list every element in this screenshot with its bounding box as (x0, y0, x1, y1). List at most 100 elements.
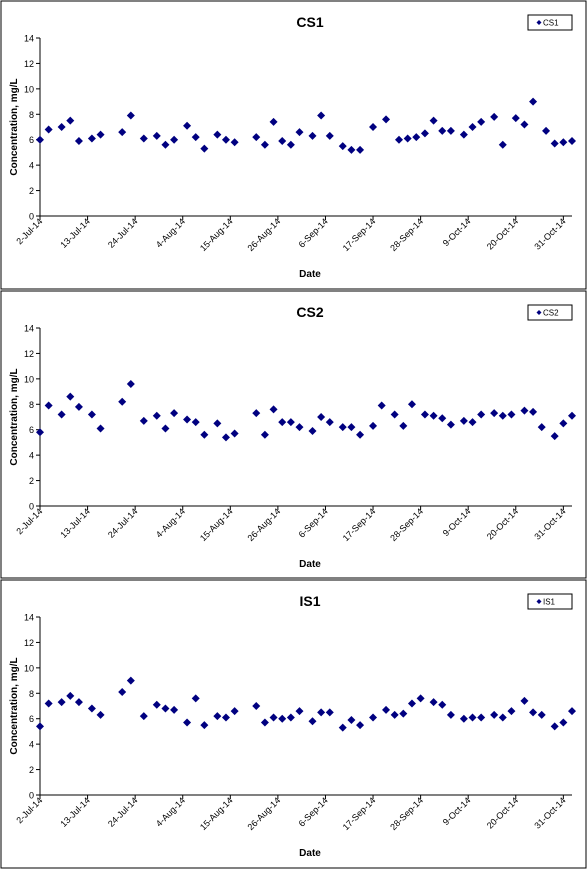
data-point (213, 130, 222, 139)
data-point (152, 700, 161, 709)
data-point (537, 423, 546, 432)
data-point (66, 691, 75, 700)
legend: CS1 (527, 14, 573, 31)
data-point (477, 117, 486, 126)
data-point (559, 138, 568, 147)
y-axis-label: Concentration, mg/L (9, 78, 20, 175)
y-tick-label: 0 (29, 212, 34, 222)
legend-marker (536, 20, 542, 25)
data-point (550, 139, 559, 148)
y-tick-label: 12 (24, 59, 34, 69)
data-point (87, 704, 96, 713)
y-tick-label: 4 (29, 451, 34, 461)
data-point (191, 418, 200, 427)
data-point (278, 714, 287, 723)
data-point (200, 144, 209, 153)
data-point (369, 123, 378, 131)
data-point (477, 410, 486, 419)
data-point (213, 712, 222, 721)
data-point (295, 128, 304, 137)
data-point (96, 424, 105, 433)
series-is1 (36, 676, 576, 732)
y-tick-label: 10 (24, 663, 34, 673)
data-point (87, 410, 96, 419)
data-point (161, 140, 170, 149)
data-point (118, 397, 127, 406)
data-point (44, 401, 53, 410)
data-point (338, 723, 347, 732)
data-point (183, 121, 192, 130)
data-point (139, 712, 148, 721)
data-point (260, 140, 269, 149)
data-point (390, 710, 399, 719)
data-point (529, 407, 538, 416)
data-point (260, 718, 269, 727)
data-point (57, 123, 66, 131)
data-point (507, 707, 516, 716)
data-point (286, 418, 295, 427)
y-tick-label: 14 (24, 34, 34, 44)
data-point (221, 433, 230, 442)
y-tick-label: 8 (29, 110, 34, 120)
data-point (529, 97, 538, 106)
data-point (568, 707, 576, 716)
data-point (490, 409, 499, 418)
data-point (139, 134, 148, 143)
y-tick-label: 6 (29, 135, 34, 145)
data-point (96, 130, 105, 139)
data-point (36, 428, 44, 437)
y-tick-label: 8 (29, 689, 34, 699)
data-point (74, 402, 83, 411)
data-point (269, 117, 278, 126)
data-point (399, 421, 408, 430)
data-point (568, 136, 576, 145)
data-point (438, 700, 447, 709)
data-point (529, 708, 538, 717)
data-point (459, 130, 468, 139)
y-tick-label: 6 (29, 714, 34, 724)
data-point (446, 710, 455, 719)
data-point (152, 131, 161, 140)
data-point (252, 702, 261, 710)
data-point (269, 713, 278, 722)
data-point (356, 430, 365, 439)
data-point (170, 135, 179, 144)
y-tick-label: 8 (29, 400, 34, 410)
data-point (126, 379, 135, 388)
data-point (520, 120, 529, 129)
data-point (44, 699, 53, 708)
y-tick-label: 2 (29, 186, 34, 196)
data-point (438, 414, 447, 423)
data-point (356, 145, 365, 154)
data-point (170, 409, 179, 418)
x-axis-label: Date (299, 269, 321, 280)
data-point (221, 135, 230, 144)
chart-panel-border (0, 290, 587, 579)
data-point (308, 131, 317, 140)
data-point (278, 136, 287, 145)
data-point (170, 705, 179, 714)
data-point (57, 698, 66, 707)
legend-label: IS1 (543, 598, 556, 607)
y-tick-label: 4 (29, 740, 34, 750)
y-tick-label: 6 (29, 425, 34, 435)
y-tick-label: 12 (24, 349, 34, 359)
y-axis-label: Concentration, mg/L (9, 657, 20, 754)
data-point (420, 129, 429, 138)
data-point (74, 698, 83, 707)
data-point (118, 688, 127, 697)
y-tick-label: 4 (29, 161, 34, 171)
data-point (429, 411, 438, 420)
data-point (382, 115, 391, 124)
data-point (382, 705, 391, 714)
legend-box (527, 14, 573, 31)
data-point (221, 713, 230, 722)
data-point (446, 420, 455, 429)
data-point (550, 722, 559, 731)
data-point (317, 413, 326, 421)
data-point (520, 696, 529, 705)
legend-marker (536, 310, 542, 315)
